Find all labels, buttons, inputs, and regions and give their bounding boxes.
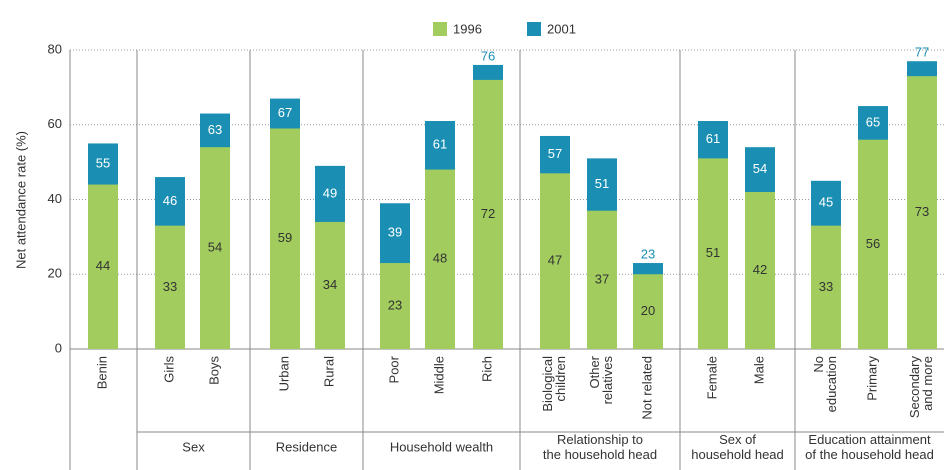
value-label: 59: [278, 230, 292, 245]
bar-1996: [587, 210, 617, 349]
value-label: 42: [753, 262, 767, 277]
y-tick-label: 0: [55, 340, 62, 355]
value-label: 23: [641, 246, 655, 261]
x-tick-label: relatives: [600, 356, 615, 405]
y-tick-label: 20: [48, 266, 62, 281]
bar-1996: [540, 173, 570, 349]
value-label: 56: [866, 236, 880, 251]
x-tick-label: Primary: [864, 356, 879, 401]
value-label: 63: [208, 122, 222, 137]
bar-1996: [155, 225, 185, 349]
bar-1996: [858, 139, 888, 349]
x-tick-label: Girls: [161, 356, 176, 383]
x-tick-label: Other: [587, 355, 602, 388]
bar-1996: [200, 147, 230, 349]
value-label: 61: [433, 137, 447, 152]
y-tick-label: 60: [48, 116, 62, 131]
bar-1996: [315, 221, 345, 349]
value-label: 65: [866, 114, 880, 129]
x-tick-label: Middle: [431, 356, 446, 394]
group-label: Sex of: [719, 432, 756, 447]
value-label: 39: [388, 225, 402, 240]
x-tick-label: Benin: [94, 356, 109, 389]
value-label: 49: [323, 185, 337, 200]
group-label: Sex: [182, 439, 205, 454]
value-label: 20: [641, 303, 655, 318]
value-label: 67: [278, 105, 292, 120]
x-tick-label: Male: [751, 356, 766, 384]
value-label: 76: [481, 48, 495, 63]
group-label: the household head: [543, 447, 657, 462]
bar-1996: [811, 225, 841, 349]
value-label: 51: [706, 245, 720, 260]
group-label: Relationship to: [557, 432, 643, 447]
value-label: 51: [595, 176, 609, 191]
bar-1996: [425, 169, 455, 349]
value-label: 34: [323, 277, 337, 292]
value-label: 73: [915, 204, 929, 219]
bar-1996: [270, 128, 300, 349]
bar-1996: [633, 274, 663, 349]
value-label: 54: [208, 240, 222, 255]
value-label: 57: [548, 146, 562, 161]
value-label: 47: [548, 253, 562, 268]
x-tick-label: Secondary: [907, 356, 922, 419]
x-tick-label: Not related: [639, 356, 654, 420]
x-tick-label: Urban: [276, 356, 291, 391]
x-tick-label: education: [824, 356, 839, 412]
x-tick-label: Biological: [540, 356, 555, 412]
value-label: 33: [819, 279, 833, 294]
x-tick-label: Poor: [386, 355, 401, 383]
value-label: 48: [433, 251, 447, 266]
value-label: 54: [753, 161, 767, 176]
bar-1996: [473, 79, 503, 350]
x-tick-label: Rural: [321, 356, 336, 387]
value-label: 72: [481, 206, 495, 221]
group-label: Household wealth: [390, 439, 493, 454]
value-label: 77: [915, 45, 929, 60]
legend-label: 1996: [453, 21, 482, 36]
y-tick-label: 40: [48, 191, 62, 206]
bar-1996: [88, 184, 118, 349]
bar-1996: [745, 192, 775, 349]
value-label: 55: [96, 155, 110, 170]
value-label: 45: [819, 195, 833, 210]
x-tick-label: Rich: [479, 356, 494, 382]
group-label: household head: [691, 447, 784, 462]
value-label: 33: [163, 279, 177, 294]
group-label: of the household head: [805, 447, 934, 462]
value-label: 37: [595, 271, 609, 286]
y-tick-label: 80: [48, 41, 62, 56]
value-label: 46: [163, 193, 177, 208]
x-tick-label: children: [553, 356, 568, 402]
legend-swatch: [433, 22, 447, 36]
y-axis-label: Net attendance rate (%): [13, 131, 28, 269]
x-tick-label: Boys: [206, 356, 221, 385]
legend-swatch: [527, 22, 541, 36]
group-label: Education attainment: [808, 432, 931, 447]
x-tick-label: and more: [920, 356, 935, 411]
value-label: 44: [96, 258, 110, 273]
bar-1996: [907, 76, 937, 349]
value-label: 23: [388, 297, 402, 312]
value-label: 61: [706, 131, 720, 146]
x-tick-label: Female: [704, 356, 719, 399]
legend-label: 2001: [547, 21, 576, 36]
x-tick-label: No: [811, 356, 826, 373]
group-label: Residence: [276, 439, 337, 454]
bar-1996: [698, 158, 728, 349]
bar-1996: [380, 263, 410, 349]
